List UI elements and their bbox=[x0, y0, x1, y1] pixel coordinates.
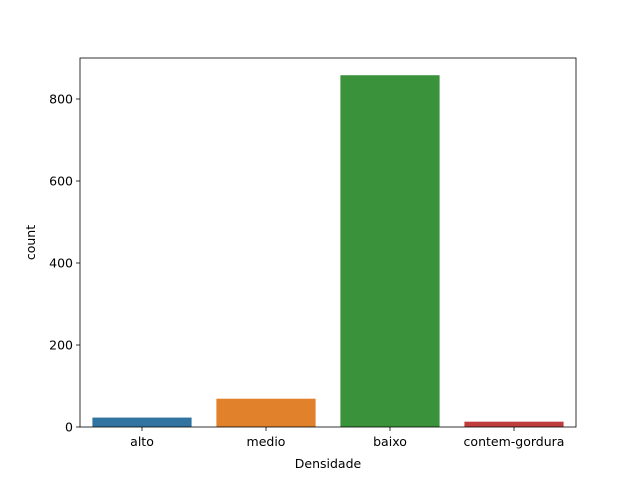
x-axis: alto medio baixo contem-gordura bbox=[130, 427, 564, 449]
y-tick-label: 200 bbox=[49, 338, 73, 353]
x-tick-label: medio bbox=[247, 434, 286, 449]
x-axis-label: Densidade bbox=[295, 456, 362, 471]
x-tick-label: baixo bbox=[373, 434, 407, 449]
bar-contem-gordura bbox=[464, 421, 564, 427]
bar-medio bbox=[216, 398, 316, 427]
y-tick-label: 0 bbox=[65, 420, 73, 435]
y-axis-label: count bbox=[23, 225, 38, 260]
y-tick-label: 800 bbox=[49, 92, 73, 107]
y-tick-label: 600 bbox=[49, 174, 73, 189]
bars-group bbox=[92, 75, 564, 427]
bar-alto bbox=[92, 417, 192, 427]
y-axis: 0 200 400 600 800 bbox=[49, 92, 80, 435]
x-tick-label: alto bbox=[130, 434, 154, 449]
x-tick-label: contem-gordura bbox=[464, 434, 565, 449]
plot-frame bbox=[79, 57, 577, 428]
y-tick-label: 400 bbox=[49, 256, 73, 271]
bar-baixo bbox=[340, 75, 440, 427]
